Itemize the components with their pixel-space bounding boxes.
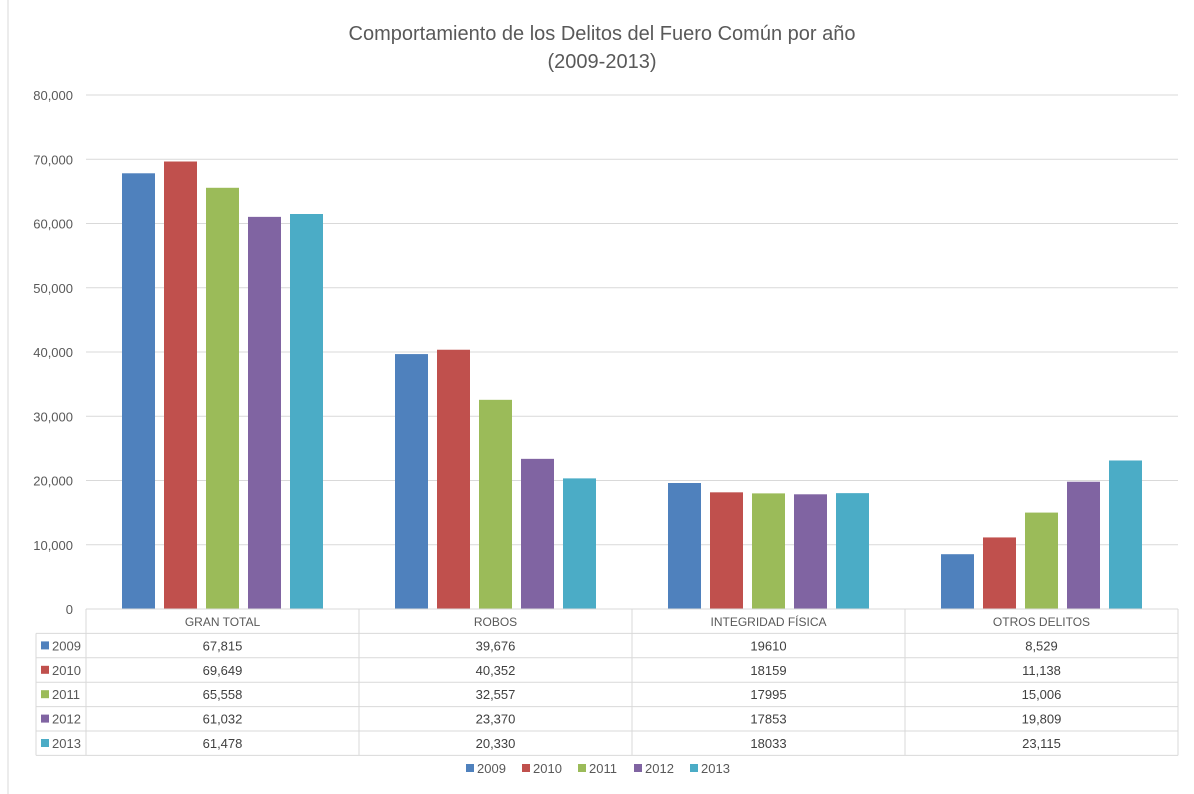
data-label: 67,815: [203, 638, 243, 653]
y-tick-label: 50,000: [33, 281, 73, 296]
data-label: 40,352: [476, 663, 516, 678]
y-tick-label: 0: [66, 602, 73, 617]
y-tick-label: 80,000: [33, 88, 73, 103]
data-label: 17853: [750, 712, 786, 727]
table-legend-key: [41, 690, 49, 699]
bar: [1067, 481, 1100, 609]
data-label: 39,676: [476, 638, 516, 653]
bar: [122, 173, 155, 609]
legend: 2009 2010 2011 2012 2013: [466, 761, 730, 776]
table-series-name: 2009: [52, 638, 81, 653]
bar: [941, 554, 974, 609]
legend-entry: 2012: [645, 761, 674, 776]
chart-title-line-1: Comportamiento de los Delitos del Fuero …: [349, 23, 856, 45]
y-tick-label: 30,000: [33, 409, 73, 424]
bar: [1025, 512, 1058, 609]
data-label: 8,529: [1025, 638, 1058, 653]
bar: [563, 478, 596, 609]
bar: [521, 458, 554, 609]
data-label: 18033: [750, 736, 786, 751]
bar: [395, 354, 428, 609]
data-label: 65,558: [203, 687, 243, 702]
legend-entry: 2011: [589, 761, 617, 776]
table-series-name: 2010: [52, 663, 81, 678]
legend-key: [634, 764, 642, 772]
table-series-name: 2011: [52, 687, 80, 702]
data-label: 20,330: [476, 736, 516, 751]
chart-title-line-2: (2009-2013): [548, 51, 657, 73]
data-label: 15,006: [1022, 687, 1062, 702]
bar: [206, 187, 239, 609]
y-axis-tick-labels: 0 10,000 20,000 30,000 40,000 50,000 60,000 70,…: [33, 88, 73, 617]
table-legend-key: [41, 739, 49, 747]
y-tick-label: 70,000: [33, 152, 73, 167]
legend-key: [578, 764, 586, 772]
legend-key: [690, 764, 698, 772]
y-tick-label: 40,000: [33, 345, 73, 360]
legend-key: [522, 764, 530, 772]
legend-key: [466, 764, 474, 772]
legend-entry: 2013: [701, 761, 730, 776]
table-series-name: 2013: [52, 736, 81, 751]
bar: [983, 537, 1016, 609]
data-label: 69,649: [203, 663, 243, 678]
y-tick-label: 60,000: [33, 217, 73, 232]
category-label: INTEGRIDAD FÍSICA: [710, 614, 826, 629]
data-label: 32,557: [476, 687, 516, 702]
bar: [710, 492, 743, 609]
bars: [122, 161, 1142, 610]
bar: [290, 214, 323, 609]
data-label: 23,370: [476, 712, 516, 727]
category-label: GRAN TOTAL: [185, 615, 261, 629]
bar: [668, 483, 701, 609]
y-tick-label: 20,000: [33, 474, 73, 489]
bar: [752, 493, 785, 609]
bar: [794, 494, 827, 609]
data-label: 19610: [750, 638, 786, 653]
table-legend-key: [41, 641, 49, 650]
data-label: 61,478: [203, 736, 243, 751]
data-table: GRAN TOTAL ROBOS INTEGRIDAD FÍSICA OTROS DE…: [35, 608, 1179, 756]
bar: [479, 399, 512, 609]
bar: [164, 161, 197, 609]
table-legend-key: [41, 665, 49, 674]
legend-entry: 2009: [477, 761, 506, 776]
legend-entry: 2010: [533, 761, 562, 776]
data-label: 61,032: [203, 712, 243, 727]
table-legend-key: [41, 714, 49, 723]
bar: [248, 216, 281, 610]
bar: [836, 493, 869, 609]
data-label: 23,115: [1022, 736, 1061, 751]
y-tick-label: 10,000: [33, 538, 73, 553]
bar: [1109, 460, 1142, 609]
data-label: 19,809: [1022, 712, 1062, 727]
category-label: ROBOS: [474, 615, 517, 629]
category-label: OTROS DELITOS: [993, 615, 1090, 629]
data-label: 18159: [750, 663, 786, 678]
bar: [437, 349, 470, 609]
data-label: 17995: [750, 687, 786, 702]
data-label: 11,138: [1022, 663, 1061, 678]
table-series-name: 2012: [52, 712, 81, 727]
